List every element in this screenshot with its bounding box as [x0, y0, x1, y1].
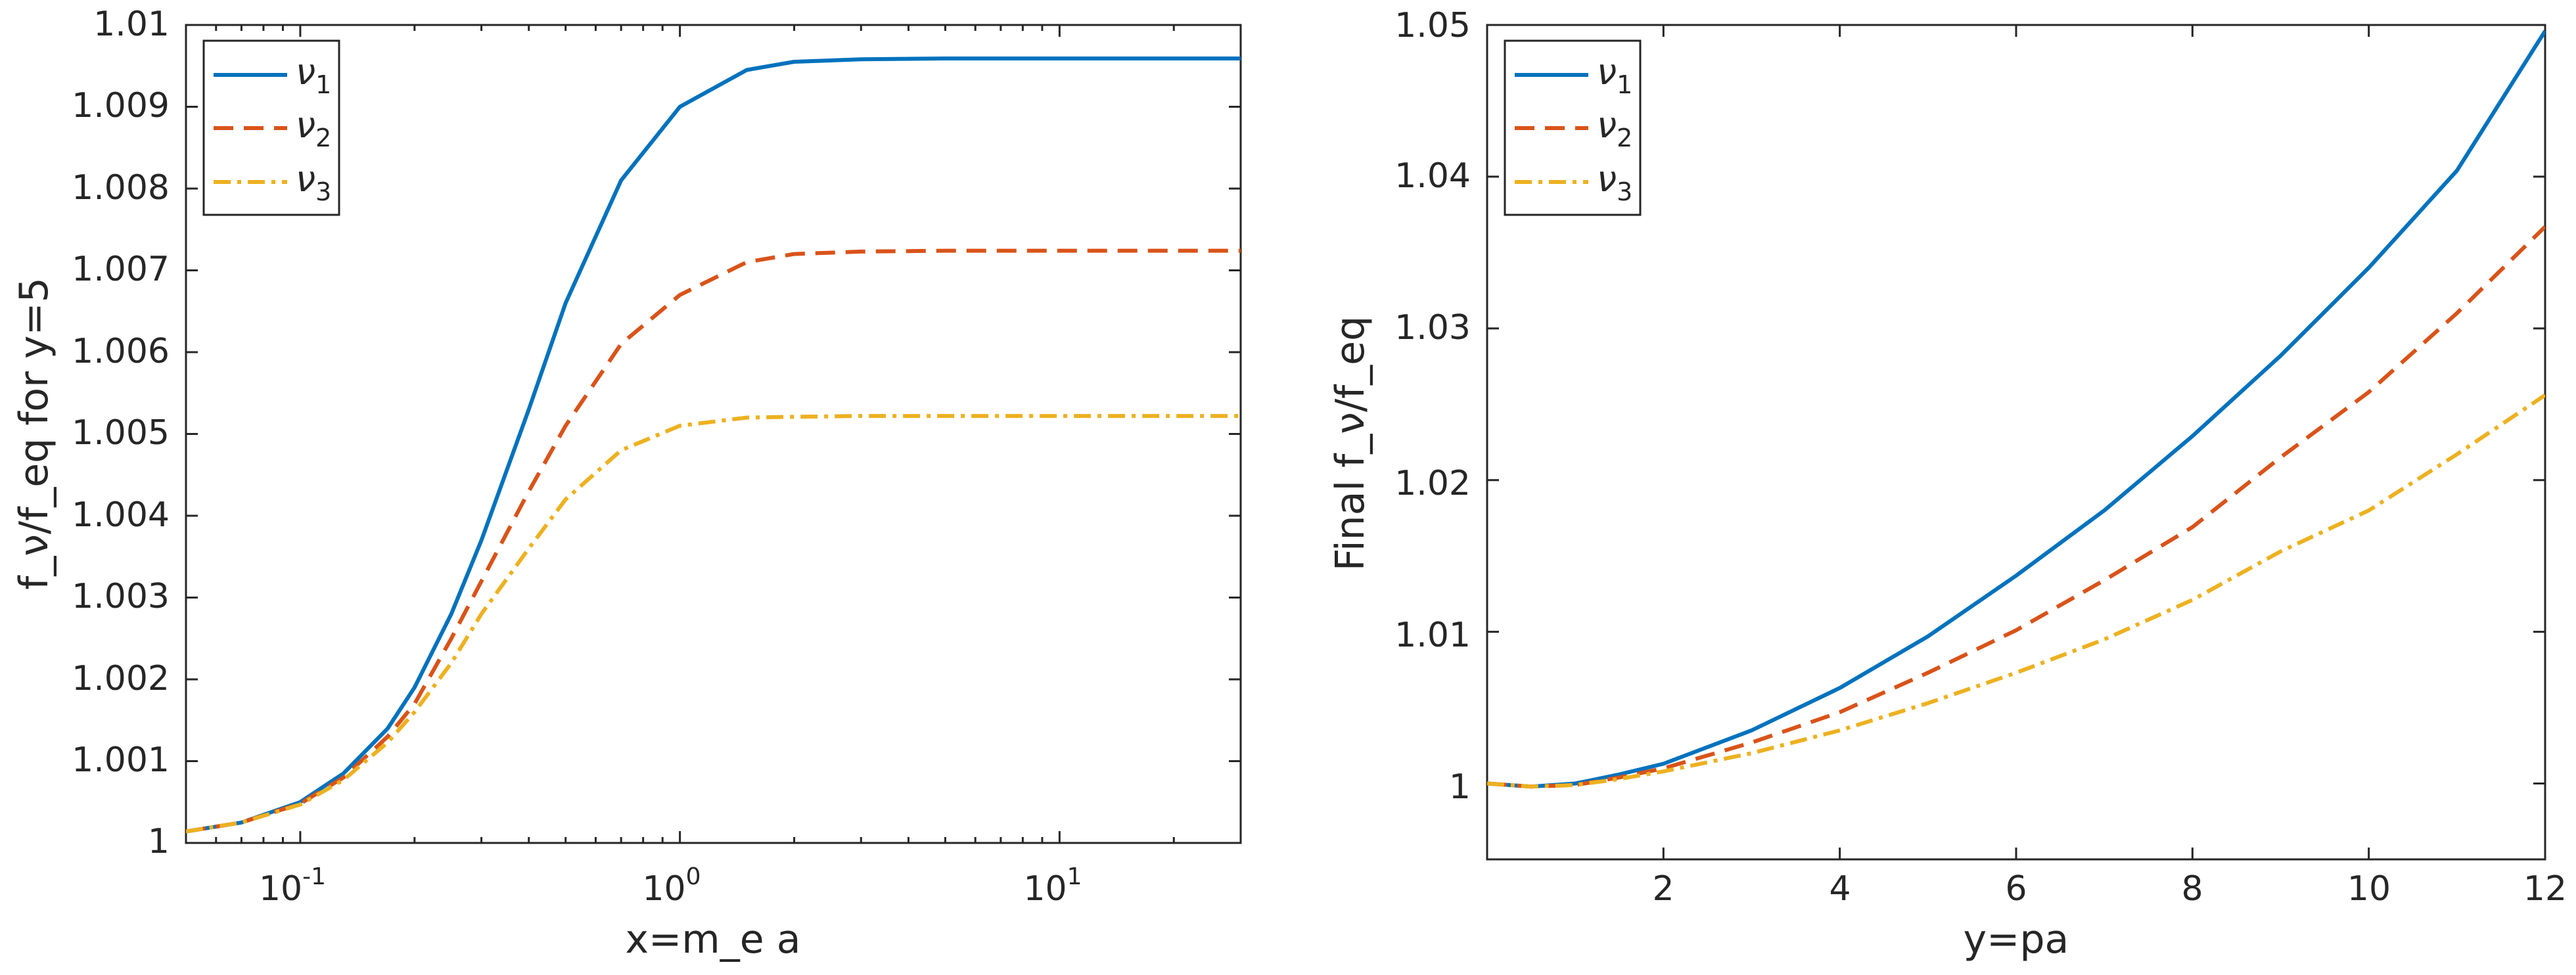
right-axes — [1486, 24, 2546, 861]
left-series — [186, 57, 1241, 834]
left-series-line-1 — [186, 57, 1241, 834]
right-y-tick-label: 1.03 — [1394, 308, 1471, 348]
right-y-tick-label: 1.02 — [1394, 464, 1471, 503]
left-y-tick-label: 1.007 — [72, 250, 170, 289]
right-legend: ν1 ν2 ν3 — [1504, 39, 1642, 216]
left-legend-sub: 1 — [315, 70, 331, 99]
right-y-axis-label: Final f_ν/f_eq — [1327, 316, 1373, 571]
right-panel: 1 1.01 1.02 1.03 1.04 1.05 2 4 6 8 10 12… — [1327, 6, 2567, 963]
left-legend: ν1 ν2 ν3 — [202, 39, 340, 216]
left-x-tick-label: 100 — [642, 863, 701, 909]
right-x-tick-labels: 2 4 6 8 10 12 — [1652, 869, 2567, 909]
right-x-axis-label: y=pa — [1964, 917, 2069, 963]
left-y-tick-label: 1.01 — [93, 5, 170, 44]
left-legend-sub: 2 — [315, 124, 331, 152]
right-y-tick-label: 1.04 — [1394, 156, 1471, 196]
right-legend-label-2: ν2 — [1597, 104, 1632, 152]
left-legend-label-1: ν1 — [296, 51, 331, 99]
left-ticks — [185, 24, 1242, 844]
left-x-tick-base: 10 — [259, 869, 302, 909]
right-y-tick-label: 1.01 — [1394, 616, 1471, 655]
right-x-tick-label: 10 — [2347, 869, 2391, 909]
right-x-tick-label: 4 — [1829, 869, 1851, 909]
left-y-tick-label: 1.004 — [72, 495, 170, 535]
right-x-tick-label: 6 — [2005, 869, 2027, 909]
left-legend-nu: ν — [296, 158, 315, 200]
right-legend-sub: 3 — [1617, 177, 1632, 206]
left-legend-sub: 3 — [315, 177, 331, 206]
left-series-line-3 — [186, 414, 1241, 834]
left-x-tick-label: 10-1 — [259, 863, 326, 909]
left-panel: 1 1.001 1.002 1.003 1.004 1.005 1.006 1.… — [11, 5, 1242, 963]
right-legend-box — [1504, 39, 1642, 216]
right-series — [1487, 30, 2545, 789]
right-x-tick-label: 12 — [2523, 869, 2567, 909]
left-x-tick-exp: 1 — [1067, 863, 1082, 890]
right-y-tick-label: 1.05 — [1394, 6, 1471, 45]
right-series-line-3 — [1487, 393, 2545, 789]
left-legend-nu: ν — [296, 104, 315, 146]
right-x-tick-label: 2 — [1652, 869, 1674, 909]
right-legend-nu: ν — [1597, 51, 1617, 93]
left-legend-label-2: ν2 — [296, 104, 331, 152]
left-y-axis-label: f_ν/f_eq for y=5 — [11, 277, 57, 590]
left-y-tick-label: 1.002 — [72, 659, 170, 698]
right-legend-nu: ν — [1597, 104, 1617, 146]
left-legend-label-3: ν3 — [296, 158, 331, 206]
left-x-tick-base: 10 — [1023, 869, 1067, 909]
left-y-tick-labels: 1 1.001 1.002 1.003 1.004 1.005 1.006 1.… — [72, 5, 170, 861]
right-legend-nu: ν — [1597, 158, 1617, 200]
right-legend-label-3: ν3 — [1597, 158, 1632, 206]
left-y-tick-label: 1 — [148, 822, 170, 861]
right-x-tick-label: 8 — [2181, 869, 2203, 909]
left-x-tick-label: 101 — [1023, 863, 1082, 909]
right-ticks — [1487, 24, 2546, 859]
left-x-tick-base: 10 — [642, 869, 685, 909]
left-y-tick-label: 1.009 — [72, 86, 170, 125]
left-series-line-2 — [186, 248, 1241, 834]
left-x-axis-label: x=m_e a — [626, 917, 801, 963]
right-legend-sub: 1 — [1617, 70, 1632, 99]
left-x-tick-labels: 10-1 100 101 — [259, 863, 1082, 909]
left-axes — [185, 24, 1242, 844]
right-y-tick-label: 1 — [1449, 767, 1471, 807]
right-y-tick-labels: 1 1.01 1.02 1.03 1.04 1.05 — [1394, 6, 1471, 807]
left-y-tick-label: 1.006 — [72, 332, 170, 371]
left-y-tick-label: 1.003 — [72, 577, 170, 616]
right-legend-sub: 2 — [1617, 124, 1632, 152]
right-series-line-1 — [1487, 30, 2545, 789]
right-legend-label-1: ν1 — [1597, 51, 1632, 99]
left-x-tick-exp: 0 — [686, 863, 701, 890]
left-legend-nu: ν — [296, 51, 315, 93]
left-y-tick-label: 1.008 — [72, 168, 170, 208]
left-x-tick-exp: -1 — [302, 863, 326, 890]
left-y-tick-label: 1.005 — [72, 413, 170, 453]
left-y-tick-label: 1.001 — [72, 740, 170, 780]
